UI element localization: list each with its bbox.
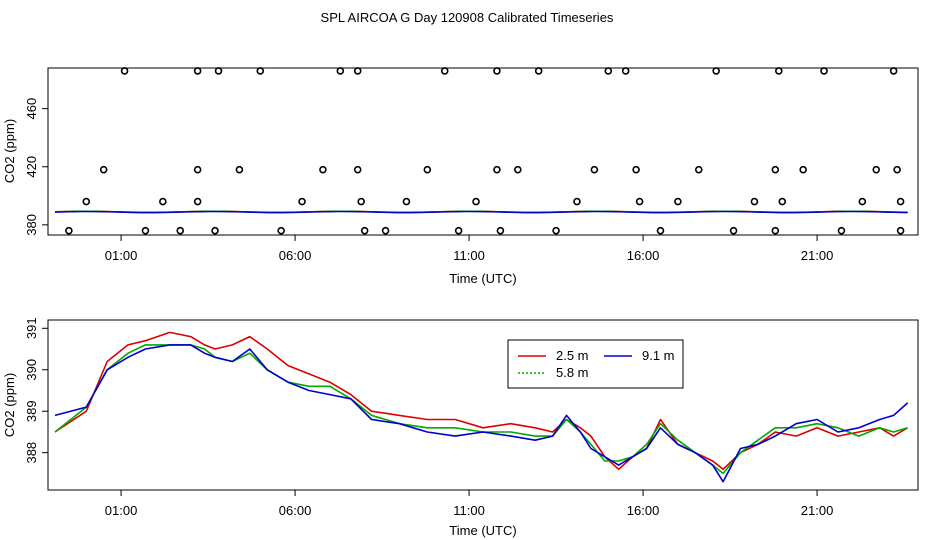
top-plot-frame: [47, 67, 919, 236]
top-x-tick-label: 11:00: [453, 248, 485, 263]
data-point: [837, 226, 846, 235]
top-y-tick-label: 460: [24, 98, 39, 120]
data-point: [360, 226, 369, 235]
data-point: [319, 165, 327, 174]
series-line: [54, 344, 908, 475]
bot-y-tick-label: 389: [24, 400, 39, 422]
legend-label-2-5m: 2.5 m: [556, 348, 589, 363]
data-point: [896, 197, 905, 206]
top-x-tick-label: 16:00: [627, 248, 660, 263]
legend: 2.5 m 5.8 m 9.1 m: [507, 339, 684, 389]
data-point: [193, 67, 202, 75]
data-point: [694, 165, 703, 174]
chart-title: SPL AIRCOA G Day 120908 Calibrated Times…: [321, 10, 614, 25]
data-point: [820, 67, 828, 75]
data-point: [604, 67, 613, 75]
data-point: [552, 226, 560, 235]
top-y-tick-label: 420: [24, 156, 39, 178]
data-point: [235, 165, 244, 174]
data-point: [750, 197, 759, 206]
data-point: [729, 226, 738, 235]
data-point: [99, 165, 108, 174]
top-panel: 01:00 06:00 11:00 16:00 21:00 380 420 460 Time…: [2, 67, 919, 286]
data-point: [141, 226, 150, 235]
bot-x-tick-label: 11:00: [453, 503, 485, 518]
data-point: [493, 67, 501, 75]
data-point: [656, 226, 665, 235]
data-point: [858, 197, 867, 206]
data-point: [472, 197, 480, 206]
data-point: [712, 67, 720, 75]
bottom-panel: 01:00 06:00 11:00 16:00 21:00 388 389 390 391 2…: [2, 317, 919, 538]
data-point: [454, 226, 463, 235]
data-point: [193, 165, 202, 174]
data-point: [256, 67, 265, 75]
data-point: [357, 197, 366, 206]
data-point: [573, 197, 581, 206]
data-point: [176, 226, 185, 235]
series-line: [54, 210, 908, 214]
series-line: [54, 344, 909, 483]
data-point: [590, 165, 599, 174]
data-point: [120, 67, 129, 75]
bot-x-tick-label: 06:00: [279, 503, 312, 518]
data-point: [496, 226, 505, 235]
top-x-tick-label: 06:00: [279, 248, 312, 263]
top-y-axis-label: CO2 (ppm): [2, 119, 17, 183]
data-point: [159, 197, 167, 206]
data-point: [674, 197, 682, 206]
legend-label-9-1m: 9.1 m: [642, 348, 675, 363]
data-point: [402, 197, 411, 206]
data-point: [513, 165, 522, 174]
bot-x-tick-label: 21:00: [801, 503, 834, 518]
data-point: [778, 197, 787, 206]
data-point: [353, 67, 362, 75]
bot-y-tick-label: 390: [24, 359, 39, 381]
data-point: [896, 226, 905, 235]
bottom-y-axis-label: CO2 (ppm): [2, 373, 17, 437]
data-point: [440, 67, 449, 75]
legend-box: [507, 339, 684, 389]
bottom-plot-frame: [47, 319, 919, 491]
data-point: [336, 67, 345, 75]
data-point: [214, 67, 223, 75]
bot-x-tick-label: 16:00: [627, 503, 660, 518]
top-x-tick-label: 21:00: [801, 248, 834, 263]
data-point: [381, 226, 390, 235]
data-point: [635, 197, 644, 206]
data-point: [621, 67, 630, 75]
bot-y-tick-label: 391: [24, 317, 39, 339]
data-point: [771, 165, 780, 174]
data-point: [799, 165, 807, 174]
data-point: [211, 226, 219, 235]
data-point: [774, 67, 783, 75]
data-point: [893, 165, 901, 174]
data-point: [771, 226, 780, 235]
bottom-x-axis-label: Time (UTC): [449, 523, 516, 538]
data-point: [872, 165, 881, 174]
data-point: [65, 226, 73, 235]
data-point: [534, 67, 543, 75]
data-point: [82, 197, 91, 206]
data-point: [423, 165, 432, 174]
data-point: [353, 165, 362, 174]
top-x-tick-label: 01:00: [105, 248, 138, 263]
data-point: [277, 226, 285, 235]
top-y-tick-label: 380: [24, 214, 39, 236]
data-point: [493, 165, 501, 174]
data-point: [298, 197, 306, 206]
bot-x-tick-label: 01:00: [105, 503, 138, 518]
data-point: [193, 197, 202, 206]
legend-label-5-8m: 5.8 m: [556, 365, 589, 380]
top-x-axis-label: Time (UTC): [449, 271, 516, 286]
bot-y-tick-label: 388: [24, 442, 39, 464]
data-point: [889, 67, 898, 75]
data-point: [632, 165, 640, 174]
series-line: [54, 331, 909, 471]
